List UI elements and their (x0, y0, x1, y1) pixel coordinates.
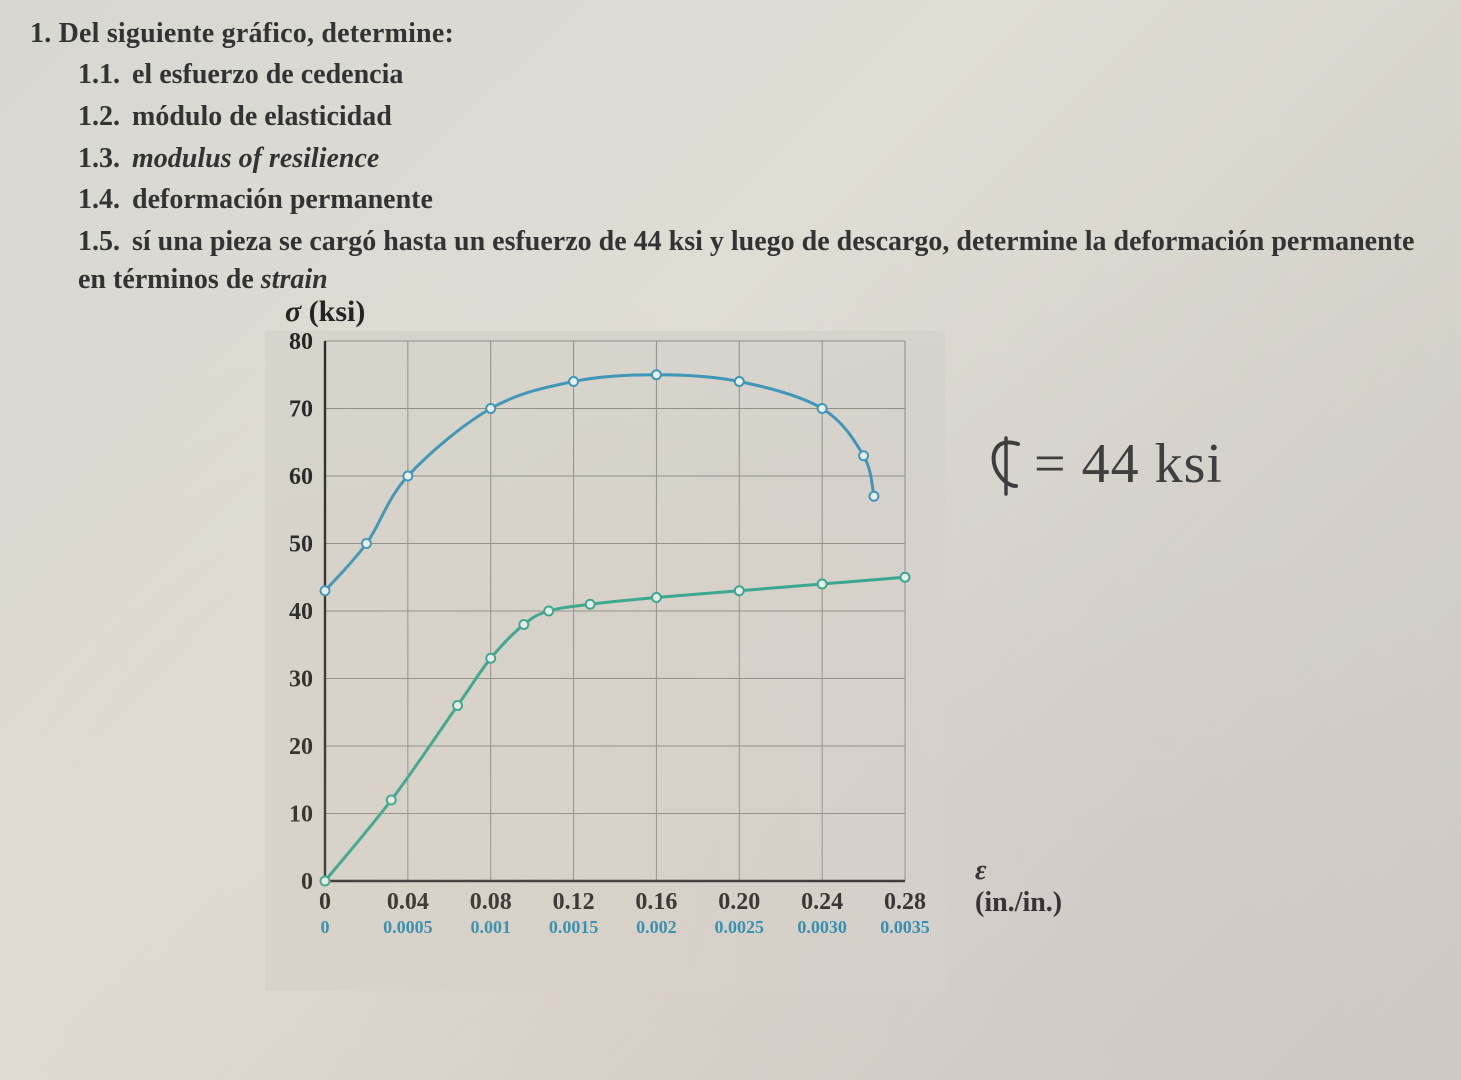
y-axis-symbol: σ (285, 295, 301, 328)
root-number: 1. (30, 18, 51, 49)
sub-question: 1.4.deformación permanente (78, 181, 1431, 219)
page: 1. Del siguiente gráfico, determine: 1.1… (0, 0, 1461, 321)
sub-question-text-italic: strain (261, 264, 328, 295)
handnote-text: = 44 ksi (1034, 433, 1223, 495)
svg-text:0: 0 (319, 889, 331, 915)
svg-text:30: 30 (289, 667, 313, 693)
svg-text:0.0035: 0.0035 (880, 917, 930, 937)
chart-container: σ (ksi) 0102030405060708000.040.080.120.… (265, 295, 1025, 991)
sub-question: 1.3.modulus of resilience (78, 140, 1431, 178)
svg-text:80: 80 (289, 331, 313, 355)
svg-text:0.04: 0.04 (387, 889, 429, 915)
question-root: 1. Del siguiente gráfico, determine: (30, 18, 1431, 50)
root-text: Del siguiente gráfico, determine: (59, 18, 454, 49)
stress-strain-plot: 0102030405060708000.040.080.120.160.200.… (265, 331, 945, 991)
sub-question: 1.5.sí una pieza se cargó hasta un esfue… (78, 223, 1431, 299)
svg-text:40: 40 (289, 599, 313, 625)
y-axis-label: σ (ksi) (285, 295, 1025, 329)
sub-question-text: deformación permanente (132, 184, 433, 215)
svg-text:60: 60 (289, 464, 313, 490)
svg-text:0.001: 0.001 (470, 917, 511, 937)
sub-question-number: 1.1. (78, 56, 132, 94)
sub-question-text: módulo de elasticidad (132, 101, 392, 132)
svg-text:0.16: 0.16 (635, 889, 677, 915)
svg-text:0.12: 0.12 (553, 889, 595, 915)
svg-text:0.002: 0.002 (636, 917, 677, 937)
x-axis-symbol: ε (975, 855, 986, 886)
svg-text:0.0015: 0.0015 (549, 917, 599, 937)
y-axis-unit: (ksi) (309, 295, 366, 328)
svg-text:0.0030: 0.0030 (797, 917, 847, 937)
sub-question-number: 1.2. (78, 98, 132, 136)
svg-text:0.0025: 0.0025 (715, 917, 765, 937)
sub-question-text: el esfuerzo de cedencia (132, 59, 403, 90)
svg-text:0.28: 0.28 (884, 889, 926, 915)
svg-text:50: 50 (289, 532, 313, 558)
sigma-icon (980, 436, 1028, 496)
svg-text:10: 10 (289, 802, 313, 828)
svg-text:20: 20 (289, 734, 313, 760)
handwritten-note: = 44 ksi (980, 432, 1223, 496)
svg-text:0.24: 0.24 (801, 889, 843, 915)
sub-question-number: 1.3. (78, 140, 132, 178)
svg-text:0: 0 (321, 917, 330, 937)
svg-text:0: 0 (301, 869, 313, 895)
sub-question: 1.2.módulo de elasticidad (78, 98, 1431, 136)
sub-question-number: 1.5. (78, 223, 132, 261)
x-axis-unit: (in./in.) (975, 887, 1062, 918)
svg-text:0.08: 0.08 (470, 889, 512, 915)
svg-text:70: 70 (289, 397, 313, 423)
sub-question-list: 1.1.el esfuerzo de cedencia1.2.módulo de… (78, 56, 1431, 299)
sub-question-text: modulus of resilience (132, 143, 379, 174)
x-axis-label: ε (in./in.) (975, 855, 1062, 919)
sub-question: 1.1.el esfuerzo de cedencia (78, 56, 1431, 94)
svg-text:0.20: 0.20 (718, 889, 760, 915)
sub-question-number: 1.4. (78, 181, 132, 219)
svg-text:0.0005: 0.0005 (383, 917, 433, 937)
